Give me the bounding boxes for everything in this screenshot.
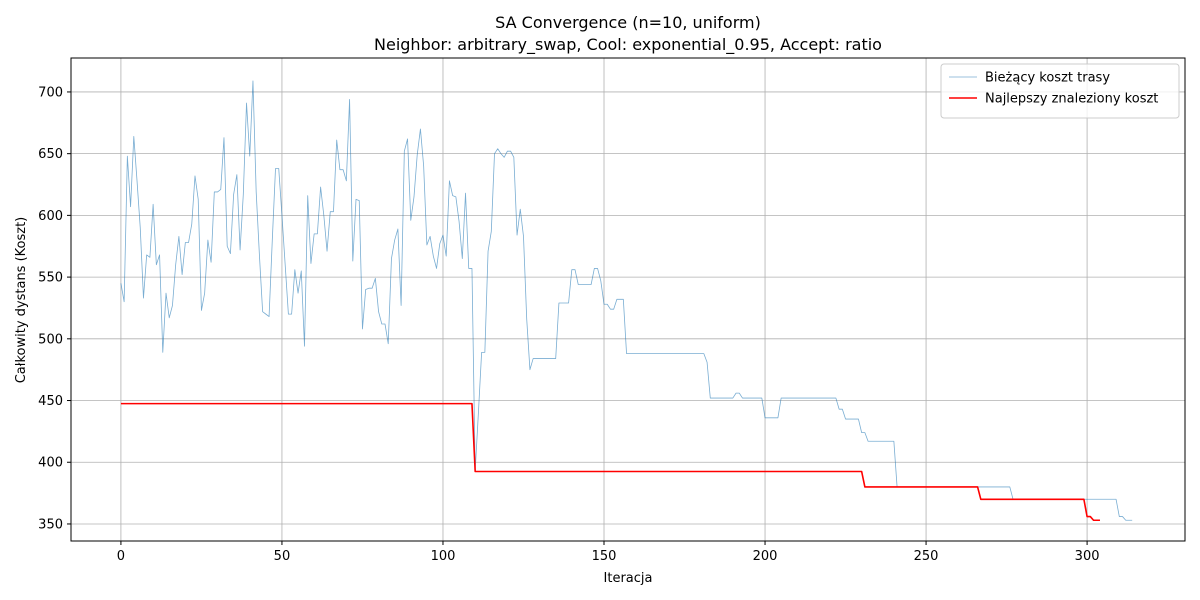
chart-title: SA Convergence (n=10, uniform) [495, 13, 761, 32]
x-tick-label: 150 [592, 549, 617, 564]
chart-subtitle: Neighbor: arbitrary_swap, Cool: exponent… [374, 35, 882, 55]
y-tick-label: 350 [38, 517, 63, 532]
y-tick-label: 650 [38, 147, 63, 162]
plot-frame [70, 57, 1186, 542]
y-tick-label: 550 [38, 271, 63, 286]
series-line [120, 402, 1100, 522]
y-tick-label: 600 [38, 209, 63, 224]
legend-label: Bieżący koszt trasy [985, 71, 1110, 86]
y-axis-label: Całkowity dystans (Koszt) [14, 217, 29, 384]
x-tick-label: 50 [274, 549, 291, 564]
x-tick-label: 250 [914, 549, 939, 564]
y-tick-label: 400 [38, 456, 63, 471]
legend-label: Najlepszy znaleziony koszt [985, 92, 1158, 107]
y-tick-label: 450 [38, 394, 63, 409]
legend-box [940, 63, 1180, 119]
series-line [120, 80, 1133, 521]
legend: Bieżący koszt trasy Najlepszy znaleziony … [940, 63, 1180, 119]
x-tick-label: 100 [431, 549, 456, 564]
x-tick-label: 0 [117, 549, 125, 564]
x-axis-label: Iteracja [604, 571, 653, 586]
x-tick-label: 300 [1075, 549, 1100, 564]
x-tick-label: 200 [753, 549, 778, 564]
y-tick-label: 700 [38, 85, 63, 100]
y-tick-label: 500 [38, 332, 63, 347]
